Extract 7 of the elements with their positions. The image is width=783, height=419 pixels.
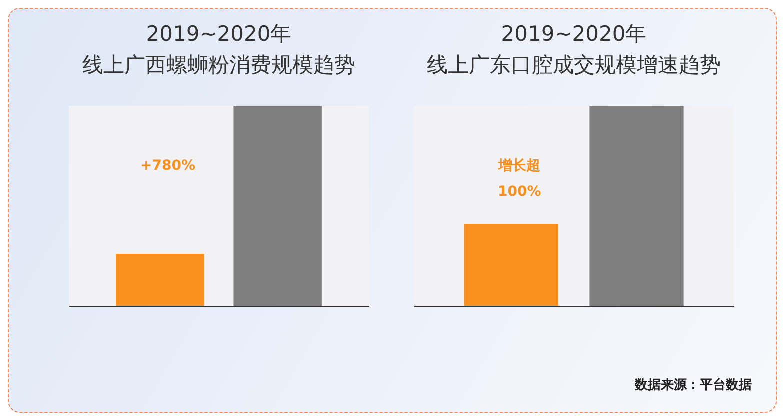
chart-subtitle: 线上广西螺蛳粉消费规模趋势 bbox=[82, 53, 356, 77]
chart-title: 2019~2020年 bbox=[146, 22, 292, 46]
source-note: 数据来源：平台数据 bbox=[635, 377, 752, 394]
annotation: 增长超 100% bbox=[498, 158, 542, 200]
chart-title: 2019~2020年 bbox=[501, 22, 647, 46]
chart-subtitle: 线上广东口腔成交规模增速趋势 bbox=[427, 53, 721, 77]
annotation: +780% bbox=[140, 158, 196, 174]
